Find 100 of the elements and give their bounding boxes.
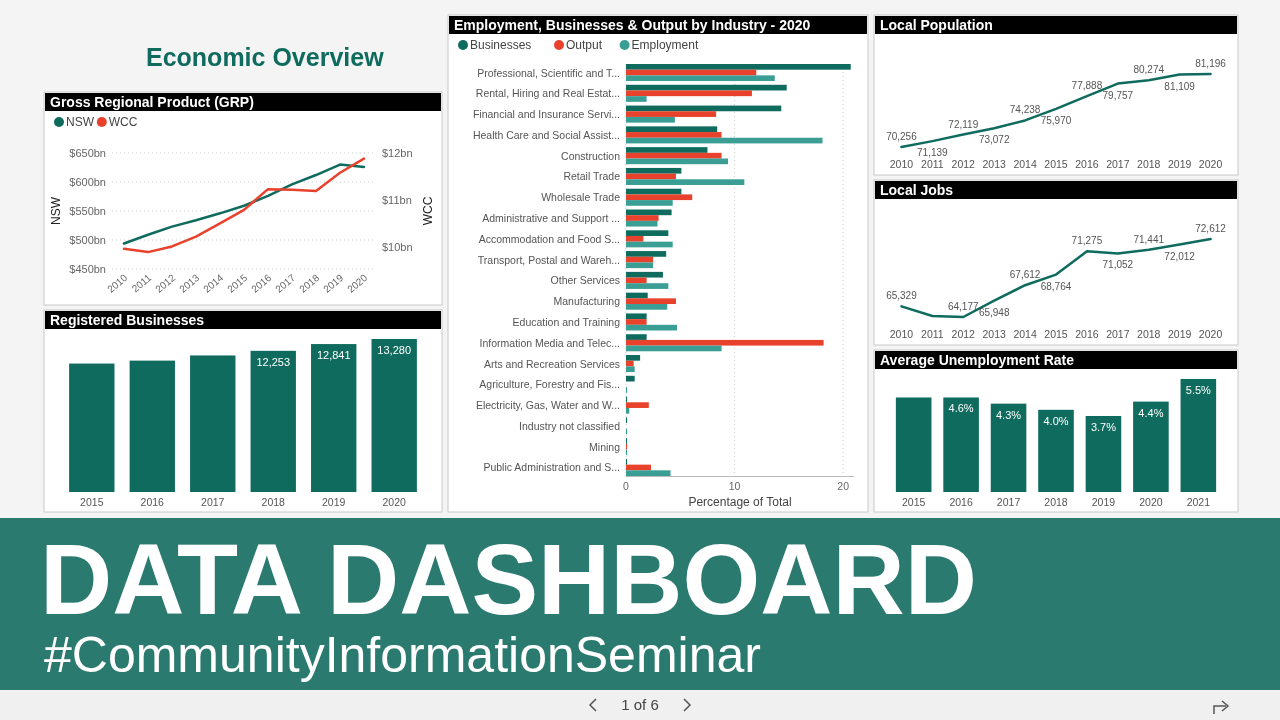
x-tick-label: 2012 [951,328,976,340]
text: Economic Overview [146,43,385,71]
data-label: 70,256 [886,131,918,142]
bar [943,397,979,492]
bar [250,350,296,492]
x-tick-label: 0 [623,480,630,492]
x-tick-label: 2011 [921,328,944,340]
data-label: 4.6% [948,402,974,415]
x-tick-label: 2018 [261,496,286,508]
y-tick-label: Wholesale Trade [541,191,621,204]
line-series [122,157,366,254]
legend-label: NSW [66,115,95,129]
legend-label: Employment [631,38,699,52]
data-label: 3.7% [1090,420,1117,433]
y-tick-label: Manufacturing [553,295,621,308]
x-tick-label: 10 [728,480,741,492]
bar [1133,401,1169,492]
x-tick-label: 2016 [949,496,973,508]
x-tick-label: 2010 [889,158,914,170]
y-axis-title: NSW [49,196,63,225]
data-label: 13,280 [377,344,412,356]
x-tick-label: 2015 [1044,158,1068,170]
x-tick-label: 2018 [1044,496,1068,508]
bar [626,215,659,221]
x-tick-label: 2016 [140,496,165,508]
y-tick-label: Accommodation and Food S... [478,232,620,245]
x-tick-label: 2015 [901,496,926,508]
data-label: 68,764 [1040,280,1072,292]
y-tick-label: $600bn [69,176,106,188]
legend-label: WCC [108,115,138,129]
bar [626,470,671,476]
bar [1038,409,1074,492]
y-tick-label: Other Services [550,274,620,287]
data-label: 77,888 [1071,80,1103,92]
line-series [122,163,366,245]
y-tick-label: Construction [561,149,621,162]
x-tick-label: 2013 [982,158,1007,170]
data-label: 67,612 [1009,269,1041,281]
bar [626,313,647,320]
y-tick-label: Rental, Hiring and Real Estat... [475,87,620,100]
bar [69,363,115,492]
data-label: 4.4% [1138,406,1164,419]
chart-title: Employment, Businesses & Output by Industry - 2020 [454,17,811,33]
y-tick-label: Health Care and Social Assist... [472,128,620,141]
x-tick-label: 2017 [1106,328,1130,340]
bar [626,283,669,289]
bar [190,355,236,492]
x-tick-label: 2015 [1044,328,1068,340]
data-label: 79,757 [1102,89,1134,101]
data-label: 81,196 [1195,58,1227,69]
x-tick-label: 2021 [1186,496,1211,508]
bar [626,235,644,242]
bar [626,126,718,133]
y2-tick-label: $11bn [382,193,412,206]
x-tick-label: 2020 [1198,328,1223,340]
chart-title: Local Jobs [880,182,954,198]
x-tick-label: 2019 [1167,328,1192,340]
bar [626,402,649,408]
data-label: 5.5% [1185,384,1212,396]
bar [626,277,647,284]
y-tick-label: Mining [589,440,621,453]
bar [626,375,635,382]
bar [626,147,708,153]
bar [626,64,851,70]
bar [626,251,667,257]
bar [626,75,775,82]
legend-label: Businesses [470,38,532,52]
x-tick-label: 2019 [322,496,346,508]
x-tick-label: 20 [837,480,850,492]
data-label: 72,012 [1164,250,1196,262]
y-tick-label: Agriculture, Forestry and Fis... [479,378,620,391]
data-label: 80,274 [1133,64,1165,76]
bar [626,304,668,310]
bar [626,339,824,346]
x-tick-label: 2018 [1137,328,1161,340]
y2-tick-label: $10bn [382,240,413,253]
bar [626,200,673,206]
bar [626,319,647,325]
bar [626,116,675,123]
bar [626,194,693,201]
x-tick-label: 2011 [921,158,944,170]
data-label: 73,072 [978,134,1010,146]
x-tick-label: 2017 [1106,158,1130,170]
x-tick-label: 2017 [201,496,225,508]
bar [311,344,357,492]
y-tick-label: Transport, Postal and Wareh... [477,253,620,266]
data-label: 71,139 [917,147,949,159]
y-tick-label: Arts and Recreation Services [484,357,620,370]
bar [626,407,630,414]
bar [626,90,752,97]
chart-title: Registered Businesses [50,312,205,328]
y-tick-label: Industry not classified [519,419,621,432]
data-label: 72,612 [1195,223,1227,234]
data-label: 4.3% [996,408,1022,421]
y-tick-label: Financial and Insurance Servi... [472,108,620,121]
data-label: 71,052 [1102,259,1134,271]
bar [626,360,634,367]
bar [626,366,635,373]
y-tick-label: Public Administration and S... [483,461,620,474]
x-tick-label: 2010 [889,328,914,340]
